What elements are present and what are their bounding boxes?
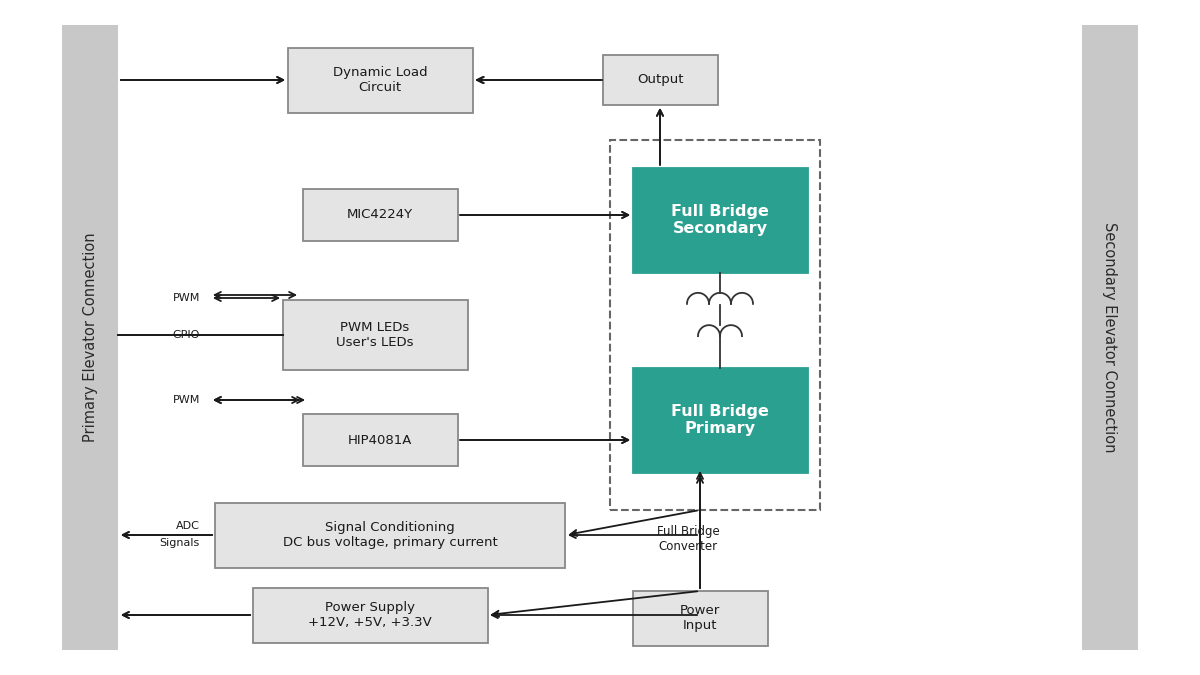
FancyBboxPatch shape — [632, 167, 808, 273]
FancyBboxPatch shape — [632, 591, 768, 645]
FancyBboxPatch shape — [282, 300, 468, 370]
Text: GPIO: GPIO — [173, 330, 200, 340]
FancyBboxPatch shape — [288, 47, 473, 113]
Text: Secondary Elevator Connection: Secondary Elevator Connection — [1103, 222, 1117, 453]
Text: Power
Input: Power Input — [680, 604, 720, 632]
Text: PWM: PWM — [173, 395, 200, 405]
FancyBboxPatch shape — [632, 367, 808, 472]
Text: Full Bridge
Primary: Full Bridge Primary — [671, 404, 769, 436]
Text: Primary Elevator Connection: Primary Elevator Connection — [83, 233, 97, 442]
Text: Signal Conditioning
DC bus voltage, primary current: Signal Conditioning DC bus voltage, prim… — [283, 521, 497, 549]
Text: PWM LEDs
User's LEDs: PWM LEDs User's LEDs — [336, 321, 414, 349]
FancyBboxPatch shape — [1082, 25, 1138, 650]
Text: Output: Output — [637, 74, 683, 86]
Text: PWM: PWM — [173, 293, 200, 303]
FancyBboxPatch shape — [252, 587, 487, 643]
FancyBboxPatch shape — [302, 189, 457, 241]
FancyBboxPatch shape — [602, 55, 718, 105]
FancyBboxPatch shape — [62, 25, 118, 650]
Text: Full Bridge
Converter: Full Bridge Converter — [656, 525, 719, 553]
Text: Full Bridge
Secondary: Full Bridge Secondary — [671, 204, 769, 236]
Text: MIC4224Y: MIC4224Y — [347, 209, 413, 221]
Text: Signals: Signals — [160, 538, 200, 548]
Text: Power Supply
+12V, +5V, +3.3V: Power Supply +12V, +5V, +3.3V — [308, 601, 432, 629]
Text: ADC: ADC — [176, 521, 200, 531]
Text: HIP4081A: HIP4081A — [348, 433, 412, 446]
Text: Dynamic Load
Circuit: Dynamic Load Circuit — [332, 66, 427, 94]
FancyBboxPatch shape — [215, 502, 565, 568]
FancyBboxPatch shape — [302, 414, 457, 466]
